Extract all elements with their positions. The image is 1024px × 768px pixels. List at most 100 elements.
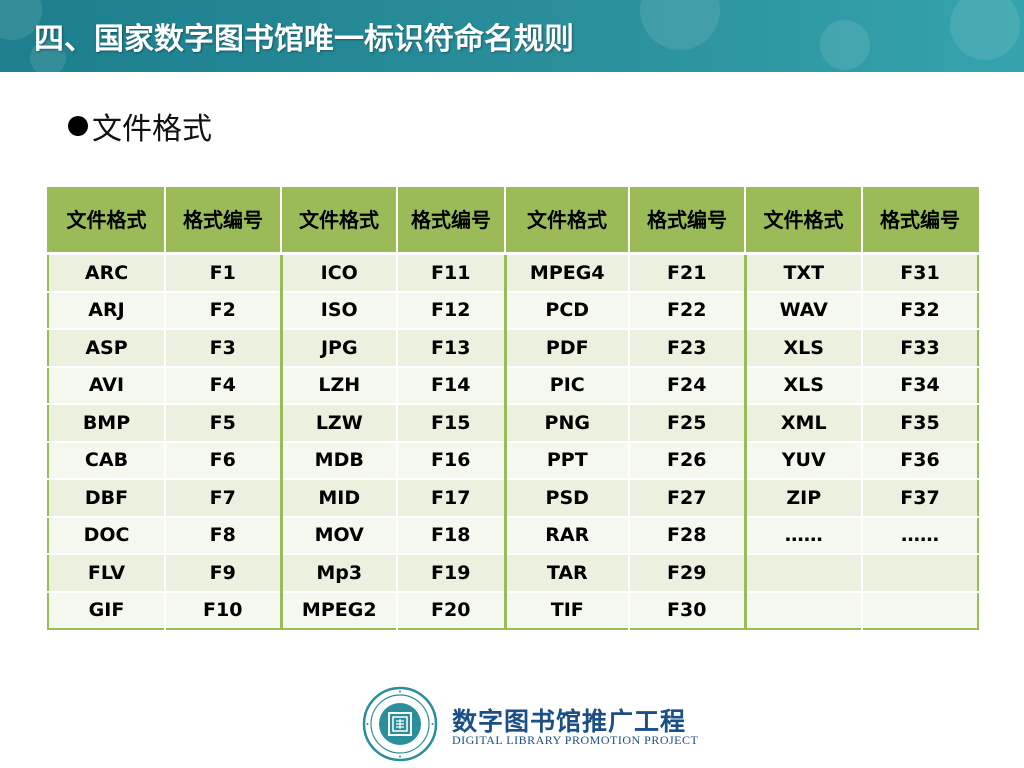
table-row: GIF F10 MPEG2 F20 TIF F30: [48, 590, 978, 629]
code-cell: F35: [861, 403, 978, 442]
column-header-format: 文件格式: [504, 188, 629, 255]
code-cell: F15: [396, 403, 505, 442]
format-cell: LZH: [279, 365, 397, 404]
slide-title: 四、国家数字图书馆唯一标识符命名规则: [34, 22, 574, 57]
format-cell: MID: [279, 478, 397, 517]
bullet-text: 文件格式: [92, 112, 212, 147]
code-cell: F20: [396, 590, 505, 629]
format-cell: TXT: [743, 252, 862, 292]
column-header-code: 格式编号: [628, 188, 745, 255]
format-cell: WAV: [743, 290, 862, 329]
format-cell: CAB: [48, 440, 165, 479]
format-cell: GIF: [48, 590, 165, 629]
table-row: AVI F4 LZH F14 PIC F24 XLS F34: [48, 365, 978, 404]
column-header-format: 文件格式: [48, 188, 165, 255]
column-header-code: 格式编号: [861, 188, 978, 255]
table-body: ARC F1 ICO F11 MPEG4 F21 TXT F31 ARJ F2 ISO F12 PCD F…: [48, 252, 978, 629]
code-cell: F21: [628, 252, 745, 292]
format-cell: FLV: [48, 553, 165, 592]
format-cell: ……: [743, 515, 862, 554]
format-cell: DOC: [48, 515, 165, 554]
format-cell: PSD: [503, 478, 629, 517]
format-cell: JPG: [279, 328, 397, 367]
code-cell: F28: [628, 515, 745, 554]
column-header-format: 文件格式: [280, 188, 397, 255]
format-cell: ARJ: [48, 290, 165, 329]
code-cell: F33: [861, 328, 978, 367]
column-header-format: 文件格式: [744, 188, 862, 255]
code-cell: F32: [861, 290, 978, 329]
digital-library-seal-icon: [362, 686, 438, 762]
code-cell: F13: [396, 328, 505, 367]
format-cell: PDF: [503, 328, 629, 367]
code-cell: F27: [628, 478, 745, 517]
format-cell: XML: [743, 403, 862, 442]
code-cell: F17: [396, 478, 505, 517]
format-cell: MDB: [279, 440, 397, 479]
code-cell: F19: [396, 553, 505, 592]
format-cell: XLS: [743, 365, 862, 404]
bullet-item: 文件格式: [68, 104, 212, 148]
format-cell: XLS: [743, 328, 862, 367]
format-cell: [743, 590, 862, 629]
code-cell: F11: [396, 252, 505, 292]
code-cell: F10: [164, 590, 281, 629]
format-cell: AVI: [48, 365, 165, 404]
code-cell: F25: [628, 403, 745, 442]
format-cell: ZIP: [743, 478, 862, 517]
code-cell: F16: [396, 440, 505, 479]
format-cell: MPEG2: [279, 590, 397, 629]
code-cell: F34: [861, 365, 978, 404]
column-header-code: 格式编号: [396, 188, 505, 255]
table-row: ARJ F2 ISO F12 PCD F22 WAV F32: [48, 290, 978, 329]
logo-name-en: DIGITAL LIBRARY PROMOTION PROJECT: [452, 733, 699, 747]
format-cell: ISO: [279, 290, 397, 329]
column-header-code: 格式编号: [164, 188, 281, 255]
table-row: ARC F1 ICO F11 MPEG4 F21 TXT F31: [48, 252, 978, 292]
code-cell: F7: [164, 478, 281, 517]
format-cell: PCD: [503, 290, 629, 329]
table-row: ASP F3 JPG F13 PDF F23 XLS F33: [48, 328, 978, 367]
code-cell: F14: [396, 365, 505, 404]
code-cell: F8: [164, 515, 281, 554]
code-cell: F5: [164, 403, 281, 442]
code-cell: F1: [164, 252, 281, 292]
format-cell: LZW: [279, 403, 397, 442]
format-cell: ARC: [48, 252, 165, 292]
format-cell: PPT: [503, 440, 629, 479]
format-cell: ASP: [48, 328, 165, 367]
table-row: BMP F5 LZW F15 PNG F25 XML F35: [48, 403, 978, 442]
format-cell: Mp3: [279, 553, 397, 592]
code-cell: [861, 553, 978, 592]
code-cell: F3: [164, 328, 281, 367]
code-cell: F6: [164, 440, 281, 479]
code-cell: F18: [396, 515, 505, 554]
code-cell: F31: [861, 252, 978, 292]
table-row: FLV F9 Mp3 F19 TAR F29: [48, 553, 978, 592]
format-cell: MPEG4: [503, 252, 629, 292]
code-cell: F12: [396, 290, 505, 329]
code-cell: F36: [861, 440, 978, 479]
code-cell: F4: [164, 365, 281, 404]
format-cell: TAR: [503, 553, 629, 592]
code-cell: F2: [164, 290, 281, 329]
format-cell: PIC: [503, 365, 629, 404]
format-cell: BMP: [48, 403, 165, 442]
logo-name-cn: 数字图书馆推广工程: [452, 707, 687, 736]
table-row: DBF F7 MID F17 PSD F27 ZIP F37: [48, 478, 978, 517]
format-cell: [743, 553, 862, 592]
format-cell: TIF: [503, 590, 629, 629]
format-cell: ICO: [279, 252, 397, 292]
format-cell: DBF: [48, 478, 165, 517]
code-cell: F37: [861, 478, 978, 517]
code-cell: F26: [628, 440, 745, 479]
code-cell: [861, 590, 978, 629]
format-cell: RAR: [503, 515, 629, 554]
code-cell: ……: [861, 515, 978, 554]
title-bar: 四、国家数字图书馆唯一标识符命名规则: [0, 0, 1024, 72]
code-cell: F24: [628, 365, 745, 404]
file-format-table: 文件格式 格式编号 文件格式 格式编号 文件格式 格式编号 文件格式 格式编号 ARC F1 IC…: [47, 187, 979, 630]
code-cell: F29: [628, 553, 745, 592]
code-cell: F9: [164, 553, 281, 592]
table-header-row: 文件格式 格式编号 文件格式 格式编号 文件格式 格式编号 文件格式 格式编号: [48, 188, 978, 255]
